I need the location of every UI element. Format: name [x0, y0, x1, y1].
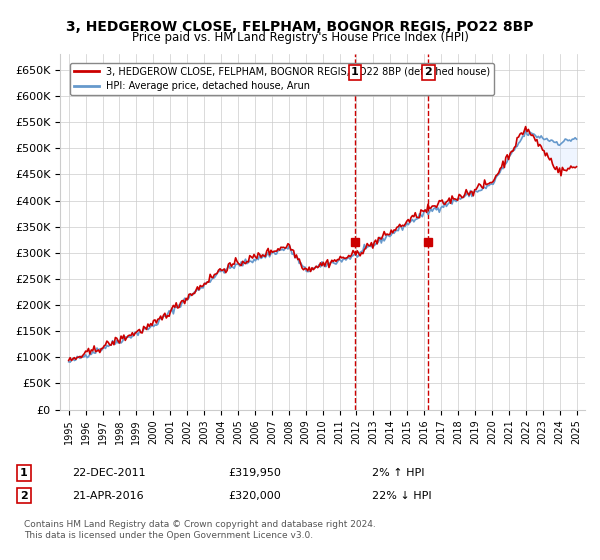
Text: 2% ↑ HPI: 2% ↑ HPI — [372, 468, 425, 478]
Text: 2: 2 — [20, 491, 28, 501]
Text: Price paid vs. HM Land Registry's House Price Index (HPI): Price paid vs. HM Land Registry's House … — [131, 31, 469, 44]
Text: 2: 2 — [425, 68, 432, 77]
Text: 3, HEDGEROW CLOSE, FELPHAM, BOGNOR REGIS, PO22 8BP: 3, HEDGEROW CLOSE, FELPHAM, BOGNOR REGIS… — [66, 20, 534, 34]
Text: 1: 1 — [351, 68, 359, 77]
Text: 22-DEC-2011: 22-DEC-2011 — [72, 468, 146, 478]
Text: 21-APR-2016: 21-APR-2016 — [72, 491, 143, 501]
Legend: 3, HEDGEROW CLOSE, FELPHAM, BOGNOR REGIS, PO22 8BP (detached house), HPI: Averag: 3, HEDGEROW CLOSE, FELPHAM, BOGNOR REGIS… — [70, 63, 494, 95]
Text: £319,950: £319,950 — [228, 468, 281, 478]
Text: 22% ↓ HPI: 22% ↓ HPI — [372, 491, 431, 501]
Text: £320,000: £320,000 — [228, 491, 281, 501]
Text: Contains HM Land Registry data © Crown copyright and database right 2024.: Contains HM Land Registry data © Crown c… — [24, 520, 376, 529]
Text: This data is licensed under the Open Government Licence v3.0.: This data is licensed under the Open Gov… — [24, 531, 313, 540]
Text: 1: 1 — [20, 468, 28, 478]
